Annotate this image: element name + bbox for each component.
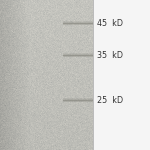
- Text: 25  kD: 25 kD: [97, 96, 123, 105]
- Text: 45  kD: 45 kD: [97, 19, 123, 28]
- Text: 35  kD: 35 kD: [97, 51, 123, 60]
